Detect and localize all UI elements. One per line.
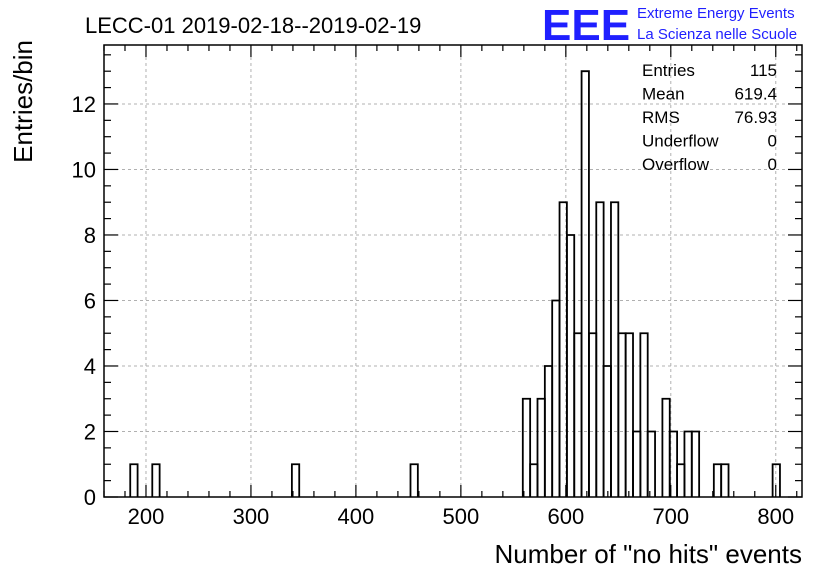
y-axis-label: Entries/bin [8, 40, 38, 163]
histogram-bin [624, 332, 634, 497]
histogram-bin [690, 430, 701, 497]
x-tick-label: 600 [547, 504, 584, 529]
x-tick-label: 300 [233, 504, 270, 529]
logo-line-2: La Scienza nelle Scuole [637, 26, 797, 43]
histogram-bin [536, 397, 546, 497]
x-axis-label: Number of "no hits" events [495, 539, 803, 569]
histogram-bin [573, 332, 583, 497]
histogram-bin [646, 430, 656, 497]
histogram-bin [595, 201, 605, 497]
y-tick-label: 8 [84, 223, 96, 248]
histogram-bin [580, 70, 590, 497]
histogram-bin [129, 463, 139, 497]
stats-label: Overflow [642, 155, 710, 174]
x-tick-label: 700 [652, 504, 689, 529]
stats-label: Underflow [642, 132, 719, 151]
histogram-bin [529, 463, 539, 497]
x-tick-label: 400 [338, 504, 375, 529]
y-tick-label: 10 [72, 157, 96, 182]
y-tick-label: 4 [84, 354, 96, 379]
histogram-bin [771, 463, 781, 497]
axis-ticks [103, 45, 802, 498]
histogram-bin [588, 332, 598, 497]
y-tick-label: 0 [84, 485, 96, 510]
histogram-bin [551, 299, 561, 497]
stats-box: Entries 115 Mean 619.4 RMS 76.93 Underflow 0 Ove… [642, 61, 777, 174]
histogram-bin [661, 397, 671, 497]
stats-value: 619.4 [734, 85, 777, 104]
stats-label: Mean [642, 85, 685, 104]
stats-value: 115 [750, 61, 777, 80]
histogram-bin [639, 332, 649, 497]
stats-label: RMS [642, 108, 680, 127]
grid-lines [104, 45, 802, 497]
stats-value: 76.93 [734, 108, 777, 127]
chart-title: LECC-01 2019-02-18--2019-02-19 [85, 13, 421, 38]
histogram-bin [683, 430, 693, 497]
stats-value: 0 [768, 132, 777, 151]
y-tick-label: 6 [84, 288, 96, 313]
histogram-bars [129, 70, 781, 497]
stats-value: 0 [768, 155, 777, 174]
histogram-bin [712, 463, 723, 497]
x-tick-label: 800 [757, 504, 794, 529]
histogram-bin [720, 463, 730, 497]
x-tick-label: 500 [443, 504, 480, 529]
histogram-bin [617, 332, 627, 497]
tick-labels: 200 300 400 500 600 700 800 0 2 4 6 8 10 12 [72, 92, 795, 529]
eee-logo: EEE Extreme Energy Events La Scienza nel… [542, 1, 797, 50]
eee-logo-mark: EEE [542, 1, 630, 50]
histogram-bin [610, 201, 620, 497]
histogram-bin [676, 463, 686, 497]
histogram-bin [521, 397, 532, 497]
x-tick-label: 200 [128, 504, 165, 529]
histogram-bin [409, 463, 419, 497]
histogram-bin [151, 463, 161, 497]
logo-line-1: Extreme Energy Events [637, 5, 795, 22]
histogram-bin [290, 463, 301, 497]
histogram-bin [558, 201, 568, 497]
histogram-bin [632, 430, 642, 497]
y-tick-label: 2 [84, 419, 96, 444]
plot-frame [103, 44, 803, 498]
stats-label: Entries [642, 61, 695, 80]
y-tick-label: 12 [72, 92, 96, 117]
